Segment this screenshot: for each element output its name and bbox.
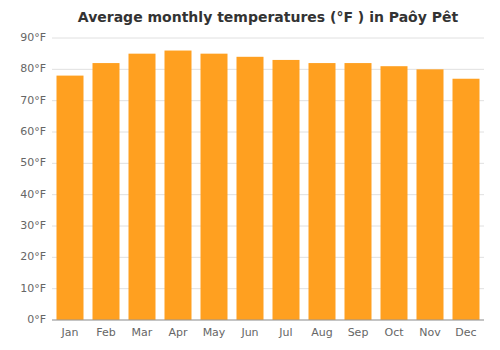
x-axis: Jan Feb Mar Apr May Jun Jul Aug Sep Oct Nov Dec (52, 320, 484, 339)
y-tick-label: 80°F (20, 62, 46, 75)
page: {"chart_data": {"type": "bar", "title": … (0, 0, 500, 350)
y-tick-label: 10°F (20, 282, 46, 295)
title: Average monthly temperatures (°F ) in Pa… (78, 9, 459, 25)
bar (453, 79, 480, 320)
x-tick-label: Jul (278, 326, 292, 339)
bar (57, 76, 84, 320)
x-tick-label: Aug (311, 326, 332, 339)
bar (417, 69, 444, 320)
x-tick-label: May (203, 326, 226, 339)
x-tick-label: Feb (96, 326, 115, 339)
grid (52, 38, 484, 320)
x-tick-label: Jan (61, 326, 79, 339)
x-tick-label: Sep (348, 326, 369, 339)
x-tick-label: Dec (455, 326, 476, 339)
x-axis-line (52, 320, 484, 321)
x-tick-label: Mar (132, 326, 153, 339)
bar (273, 60, 300, 320)
x-tick-label: Oct (384, 326, 404, 339)
bar (381, 66, 408, 320)
x-tick-label: Jun (240, 326, 258, 339)
bar (93, 63, 120, 320)
bar (165, 51, 192, 320)
chart-container: Average monthly temperatures (°F ) in Pa… (0, 0, 500, 350)
bar (201, 54, 228, 320)
y-tick-label: 40°F (20, 188, 46, 201)
bars (57, 51, 480, 320)
grid-line (52, 320, 484, 321)
bar (345, 63, 372, 320)
y-tick-label: 60°F (20, 125, 46, 138)
chart: Average monthly temperatures (°F ) in Pa… (0, 0, 500, 350)
bar (237, 57, 264, 320)
y-tick-label: 90°F (20, 31, 46, 44)
y-tick-label: 0°F (27, 313, 46, 326)
y-tick-label: 50°F (20, 156, 46, 169)
bar (309, 63, 336, 320)
grid-line (52, 38, 484, 39)
y-tick-label: 20°F (20, 250, 46, 263)
x-tick-label: Nov (419, 326, 441, 339)
bar (129, 54, 156, 320)
y-tick-label: 70°F (20, 94, 46, 107)
y-tick-label: 30°F (20, 219, 46, 232)
y-axis: 0°F 10°F 20°F 30°F 40°F 50°F 60°F 70°F 80°F 90°F (20, 31, 46, 326)
x-tick-label: Apr (168, 326, 188, 339)
